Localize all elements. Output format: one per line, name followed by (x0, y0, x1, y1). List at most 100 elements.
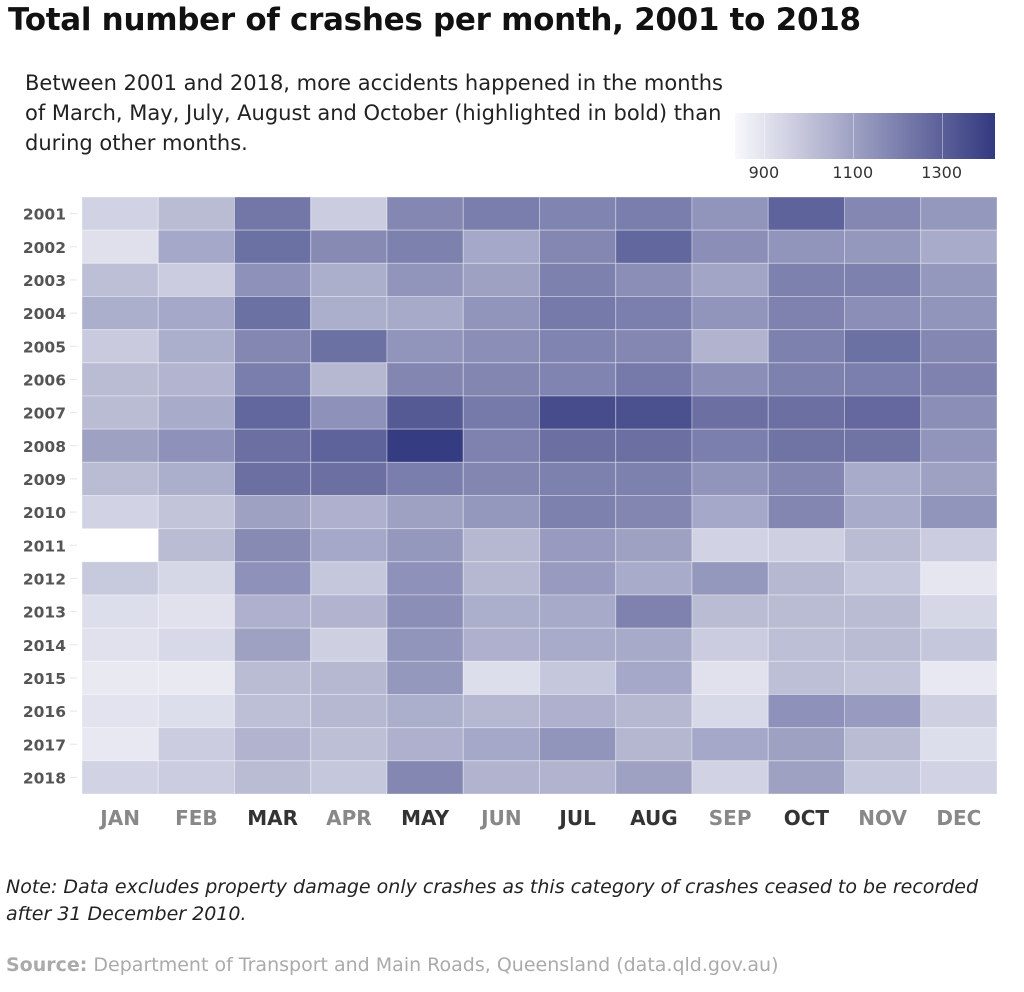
heatmap-cell (462, 528, 540, 563)
heatmap-cell (615, 362, 693, 397)
heatmap-cell (310, 561, 388, 596)
heatmap-cell (920, 495, 998, 530)
heatmap-cell (539, 627, 617, 662)
y-tick-label: 2002 (23, 239, 66, 257)
heatmap-cell (920, 196, 998, 231)
x-tick-label: JUL (557, 806, 596, 830)
heatmap-cell (691, 229, 769, 264)
heatmap-cell (462, 660, 540, 695)
heatmap-cell (539, 561, 617, 596)
heatmap-cell (81, 694, 159, 729)
heatmap-cell (691, 362, 769, 397)
heatmap-cell (691, 329, 769, 364)
heatmap-cell (920, 461, 998, 497)
heatmap-cell (615, 428, 693, 463)
heatmap-cell (386, 760, 464, 795)
heatmap-cell (386, 196, 464, 231)
heatmap-cell (920, 627, 998, 662)
heatmap-cell (386, 296, 464, 331)
y-tick-label: 2018 (23, 769, 66, 787)
heatmap-cell (539, 196, 617, 231)
x-tick-label: FEB (175, 806, 218, 830)
y-tick-label: 2001 (23, 206, 66, 224)
legend-gradient (735, 113, 995, 159)
heatmap-cell (767, 229, 845, 264)
heatmap-cell (81, 594, 159, 629)
heatmap-cell (844, 561, 922, 596)
heatmap-cell (81, 760, 159, 795)
heatmap-cell (844, 760, 922, 795)
heatmap-cell (539, 395, 617, 430)
heatmap-cell (539, 727, 617, 762)
heatmap-cell (767, 561, 845, 596)
heatmap-cell (157, 627, 235, 662)
y-tick-label: 2013 (23, 604, 66, 622)
heatmap-cell (920, 528, 998, 563)
heatmap-cell (462, 196, 540, 231)
heatmap-cell (767, 528, 845, 563)
heatmap-cell (157, 727, 235, 762)
heatmap-cell (615, 694, 693, 729)
heatmap-cell (310, 362, 388, 397)
legend-tick-label: 900 (748, 163, 780, 182)
heatmap: 2001 2002 2003 2004 2005 2006 2007 2008 2009 2010… (23, 196, 998, 830)
heatmap-cell (386, 727, 464, 762)
heatmap-cell (539, 461, 617, 497)
heatmap-cell (539, 229, 617, 264)
heatmap-cell (767, 329, 845, 364)
heatmap-cell (310, 495, 388, 530)
heatmap-cell (539, 362, 617, 397)
heatmap-cell (81, 428, 159, 463)
heatmap-cell (81, 196, 159, 231)
heatmap-cell (157, 461, 235, 497)
heatmap-cell (310, 329, 388, 364)
heatmap-cell (767, 594, 845, 629)
heatmap-cell (81, 561, 159, 596)
y-tick-label: 2011 (23, 537, 66, 555)
heatmap-cell (615, 594, 693, 629)
heatmap-cell (386, 627, 464, 662)
heatmap-cell (920, 428, 998, 463)
y-tick-label: 2015 (23, 670, 66, 688)
heatmap-cell (310, 594, 388, 629)
heatmap-cell (310, 461, 388, 497)
heatmap-cell (920, 660, 998, 695)
heatmap-cell (920, 296, 998, 331)
heatmap-cell (310, 296, 388, 331)
y-tick-label: 2003 (23, 272, 66, 290)
source-label: Source: (6, 954, 88, 976)
heatmap-cell (539, 660, 617, 695)
heatmap-cell (462, 594, 540, 629)
heatmap-cell (386, 495, 464, 530)
heatmap-cell (310, 196, 388, 231)
heatmap-cell (386, 660, 464, 695)
heatmap-cell (539, 760, 617, 795)
y-tick-label: 2004 (23, 305, 66, 323)
heatmap-cell (539, 329, 617, 364)
heatmap-cell (310, 660, 388, 695)
heatmap-cell (920, 594, 998, 629)
heatmap-cell (234, 495, 312, 530)
heatmap-cell (462, 760, 540, 795)
legend-tick (763, 113, 765, 159)
legend-tick-label: 1100 (832, 163, 874, 182)
heatmap-cell (157, 694, 235, 729)
heatmap-cell (615, 727, 693, 762)
heatmap-cell (81, 495, 159, 530)
heatmap-cell (462, 229, 540, 264)
heatmap-cell (691, 760, 769, 795)
heatmap-cell (844, 594, 922, 629)
heatmap-cell (539, 528, 617, 563)
heatmap-cell (462, 395, 540, 430)
heatmap-cell (386, 594, 464, 629)
heatmap-cell (691, 694, 769, 729)
heatmap-cell (844, 428, 922, 463)
heatmap-cell (157, 262, 235, 298)
heatmap-cell (920, 262, 998, 298)
heatmap-cell (386, 262, 464, 298)
heatmap-cell (386, 362, 464, 397)
heatmap-cell (767, 660, 845, 695)
x-tick-label: JUN (479, 806, 521, 830)
heatmap-cell (767, 495, 845, 530)
heatmap-cell (81, 229, 159, 264)
